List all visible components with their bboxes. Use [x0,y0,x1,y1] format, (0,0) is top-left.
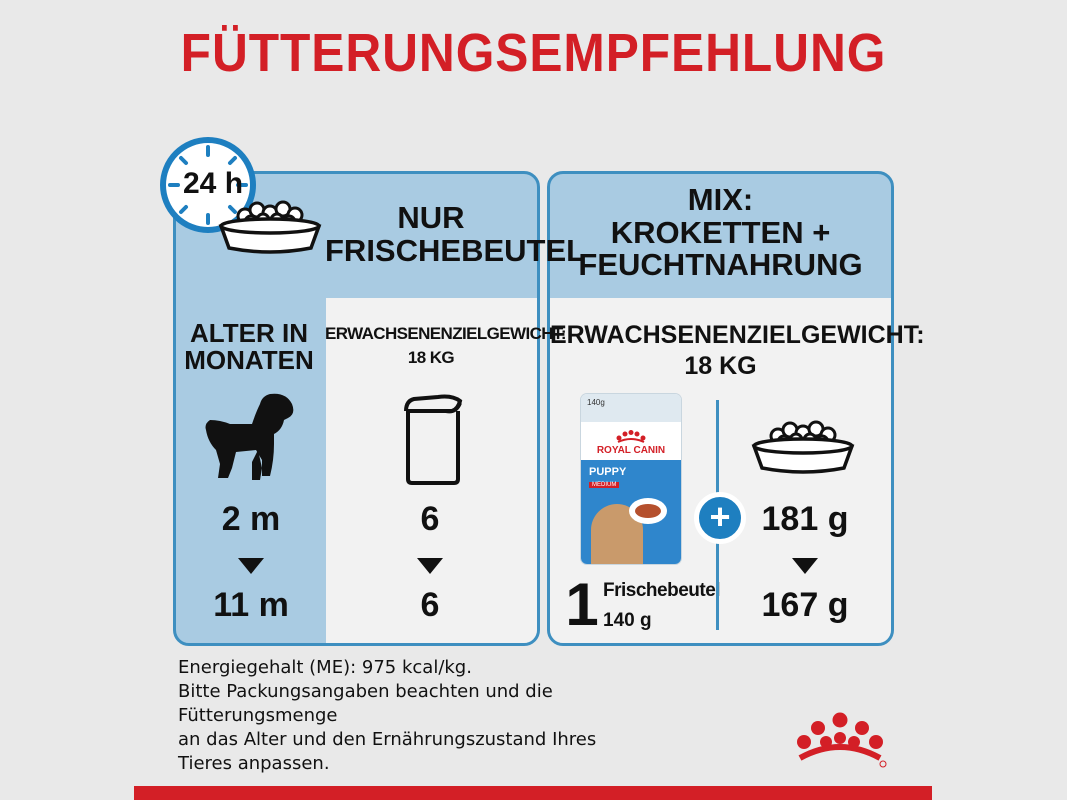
product-pouch-image: 140g ROYAL CANIN PUPPY MEDIUM [581,394,681,564]
clock-label: 24 h [182,167,244,200]
kibble-end-value: 167 g [761,586,849,624]
arrow-down-icon [417,558,443,574]
pouches-start-value: 6 [420,500,440,538]
arrow-down-icon [792,558,818,574]
pouch-weight-label: 140 g [603,610,652,631]
pouches-end-value: 6 [420,586,440,624]
heading-line: KROKETTEN + [610,214,831,250]
age-end-value: 11 m [213,586,289,624]
panel-fresh-pouch-only [173,171,540,646]
pouch-size: MEDIUM [589,482,620,488]
info-line: Bitte Packungsangaben beachten und die [178,681,553,702]
pouch-product: PUPPY [589,466,627,478]
info-line: Tieres anpassen. [178,753,330,774]
page-title: FÜTTERUNGSEMPFEHLUNG [180,23,887,83]
heading-line: FEUCHTNAHRUNG [578,247,863,283]
footer-bar [134,786,932,800]
pouch-icon [404,394,463,485]
puppy-icon [205,393,294,480]
crown-logo-icon [616,430,646,443]
heading-line: FRISCHEBEUTEL [325,232,586,268]
target-weight-label-mix: ERWACHSENENZIELGEWICHT: 18 KG [550,320,925,383]
kibble-start-value: 181 g [761,500,849,538]
energy-info: Energiegehalt (ME): 975 kcal/kg. Bitte P… [178,656,698,776]
heading-line: MIX: [687,182,754,217]
age-start-value: 2 m [221,500,281,538]
target-weight-label: ERWACHSENENZIELGEWICHT: 18 KG [325,322,567,370]
bowl-icon [218,200,322,254]
info-line: Fütterungsmenge [178,705,338,726]
weight-label-line: 18 KG [407,347,455,367]
age-label: ALTER IN MONATEN [176,318,322,376]
info-line: Energiegehalt (ME): 975 kcal/kg. [178,657,472,678]
pouch-label: Frischebeutel [603,580,721,601]
arrow-down-icon [238,558,264,574]
info-line: an das Alter und den Ernährungszustand I… [178,729,597,750]
pouch-weight: 140g [587,398,605,407]
pouch-brand: ROYAL CANIN [596,445,666,456]
pouch-column [326,298,537,643]
brand-crown-logo-icon [797,712,887,768]
panel-mix [547,171,894,646]
weight-label-line: 18 KG [684,352,757,381]
age-label-line: MONATEN [184,345,314,376]
weight-label-line: ERWACHSENENZIELGEWICHT: [550,321,925,349]
heading-line: NUR [397,200,465,235]
age-label-line: ALTER IN [190,318,308,348]
weight-label-line: ERWACHSENENZIELGEWICHT: [325,324,567,343]
plus-icon: + [694,492,746,544]
heading-fresh-pouch: NUR FRISCHEBEUTEL [325,200,586,268]
pouch-count: 1 [565,571,599,638]
kibble-bowl-icon [751,420,855,474]
heading-mix: MIX: KROKETTEN + FEUCHTNAHRUNG [550,182,891,283]
